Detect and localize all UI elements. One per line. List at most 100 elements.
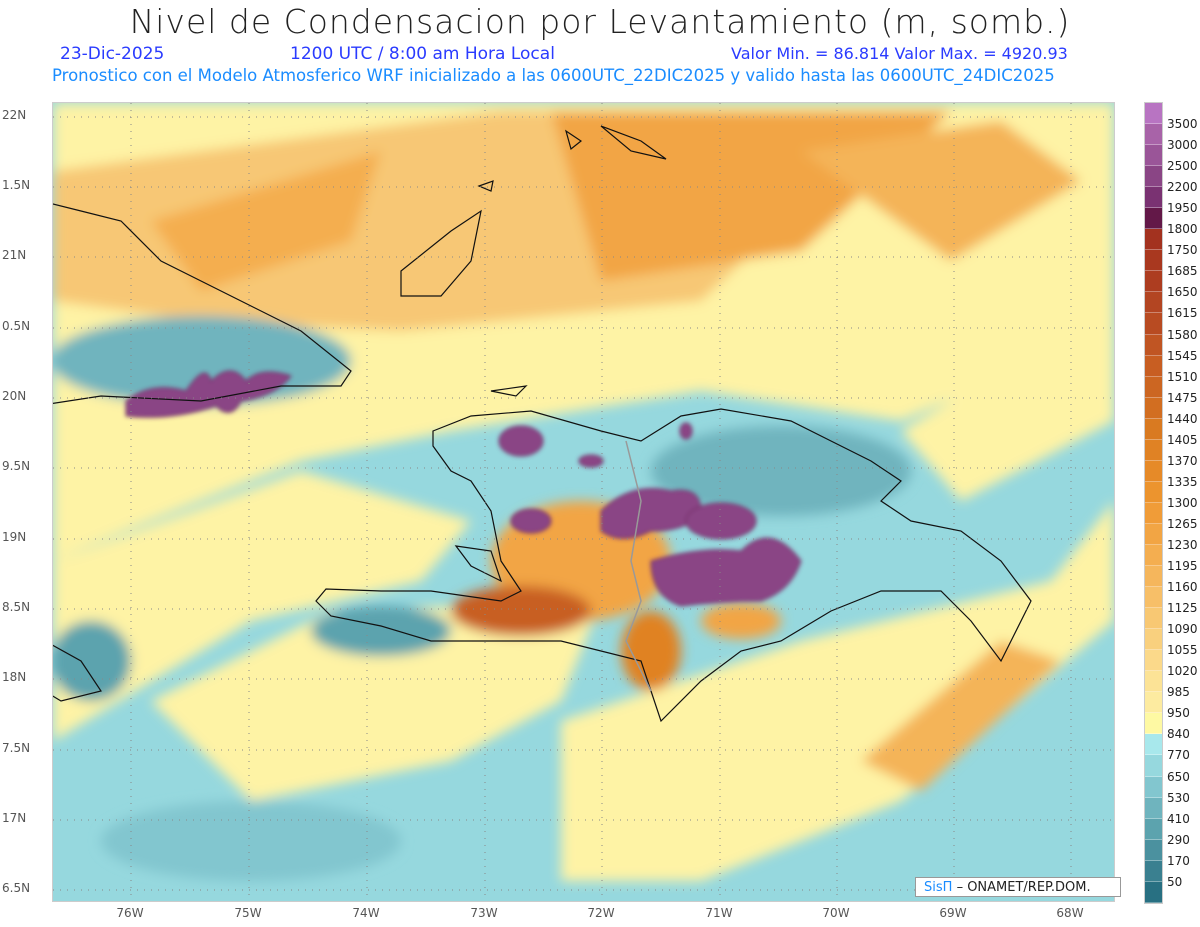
colorbar-bin: 1405 bbox=[1145, 418, 1198, 447]
lon-label: 73W bbox=[470, 906, 498, 920]
lon-label: 70W bbox=[822, 906, 850, 920]
colorbar-bin: 1195 bbox=[1145, 544, 1198, 573]
colorbar-label: 2200 bbox=[1167, 180, 1198, 195]
colorbar-label: 650 bbox=[1167, 769, 1190, 784]
lat-label: 21N bbox=[2, 248, 27, 262]
colorbar-bin: 1090 bbox=[1145, 608, 1198, 636]
colorbar-label: 1440 bbox=[1167, 411, 1198, 426]
colorbar-label: 1750 bbox=[1167, 243, 1198, 258]
colorbar-label: 3500 bbox=[1167, 117, 1198, 132]
colorbar-label: 840 bbox=[1167, 727, 1190, 742]
forecast-date: 23-Dic-2025 bbox=[60, 44, 165, 64]
lon-label: 75W bbox=[234, 906, 262, 920]
colorbar-bin: 1545 bbox=[1145, 334, 1198, 363]
colorbar-bin: 1650 bbox=[1145, 271, 1198, 299]
colorbar-label: 950 bbox=[1167, 706, 1190, 721]
colorbar-bin: 530 bbox=[1145, 776, 1190, 805]
lat-label: 20N bbox=[2, 389, 27, 403]
colorbar-label: 1055 bbox=[1167, 643, 1198, 658]
colorbar-bin: 50 bbox=[1145, 860, 1182, 889]
colorbar-bin: 1950 bbox=[1145, 187, 1198, 215]
colorbar-bin: 1615 bbox=[1145, 292, 1198, 320]
colorbar-label: 1685 bbox=[1167, 264, 1198, 279]
lcl-shading bbox=[53, 103, 1114, 881]
colorbar-label: 410 bbox=[1167, 811, 1190, 826]
colorbar-bin: 1510 bbox=[1145, 355, 1198, 384]
colorbar-bin: 840 bbox=[1145, 713, 1190, 741]
watermark-text: – ONAMET/REP.DOM. bbox=[956, 880, 1091, 895]
colorbar-label: 1090 bbox=[1167, 622, 1198, 637]
lat-label: 22N bbox=[2, 108, 27, 122]
colorbar-label: 1125 bbox=[1167, 601, 1198, 616]
colorbar-label: 985 bbox=[1167, 685, 1190, 700]
colorbar-label: 50 bbox=[1167, 874, 1183, 889]
colorbar-label: 1020 bbox=[1167, 664, 1198, 679]
colorbar-bin: 1475 bbox=[1145, 376, 1198, 405]
forecast-description: Pronostico con el Modelo Atmosferico WRF… bbox=[52, 66, 1055, 85]
colorbar-label: 1615 bbox=[1167, 306, 1198, 321]
sispi-logo: SisΠ bbox=[924, 880, 953, 895]
colorbar-bin: 2200 bbox=[1145, 166, 1198, 194]
lat-label: 17N bbox=[2, 811, 27, 825]
colorbar-label: 1650 bbox=[1167, 285, 1198, 300]
forecast-time: 1200 UTC / 8:00 am Hora Local bbox=[290, 44, 555, 64]
gridlines bbox=[53, 103, 1114, 901]
lon-label: 69W bbox=[939, 906, 967, 920]
lat-label: 19N bbox=[2, 530, 27, 544]
colorbar-bin: 1685 bbox=[1145, 250, 1198, 278]
lon-label: 68W bbox=[1056, 906, 1084, 920]
colorbar-label: 1160 bbox=[1167, 580, 1198, 595]
lon-label: 72W bbox=[587, 906, 615, 920]
colorbar-label: 1510 bbox=[1167, 369, 1198, 384]
colorbar-label: 2500 bbox=[1167, 159, 1198, 174]
colorbar-bin: 1440 bbox=[1145, 397, 1198, 426]
colorbar-bin: 1055 bbox=[1145, 629, 1198, 657]
colorbar-label: 1800 bbox=[1167, 222, 1198, 237]
colorbar-label: 290 bbox=[1167, 832, 1190, 847]
colorbar-bin: 1125 bbox=[1145, 587, 1198, 615]
colorbar-label: 1230 bbox=[1167, 537, 1198, 552]
map-title: Nivel de Condensacion por Levantamiento … bbox=[129, 2, 1071, 41]
colorbar-label: 770 bbox=[1167, 748, 1190, 763]
colorbar-bin: 410 bbox=[1145, 797, 1190, 826]
colorbar-bin: 1230 bbox=[1145, 523, 1198, 552]
colorbar-bin: 1800 bbox=[1145, 208, 1198, 236]
colorbar-label: 1545 bbox=[1167, 348, 1198, 363]
min-max-values: Valor Min. = 86.814 Valor Max. = 4920.93 bbox=[731, 44, 1068, 63]
colorbar-label: 1335 bbox=[1167, 474, 1198, 489]
colorbar-label: 1475 bbox=[1167, 390, 1198, 405]
coastlines bbox=[53, 125, 1032, 723]
colorbar-label: 1195 bbox=[1167, 559, 1198, 574]
colorbar-bin: 3500 bbox=[1145, 103, 1198, 131]
colorbar-bin: 290 bbox=[1145, 818, 1190, 847]
lat-label: 9.5N bbox=[2, 459, 31, 473]
lon-label: 71W bbox=[705, 906, 733, 920]
colorbar-bin: 1300 bbox=[1145, 481, 1198, 510]
colorbar-bin: 3000 bbox=[1145, 124, 1198, 152]
colorbar-bin: 1020 bbox=[1145, 650, 1198, 678]
colorbar-bin: 170 bbox=[1145, 839, 1190, 868]
colorbar-bin: 1265 bbox=[1145, 502, 1198, 531]
colorbar-label: 3000 bbox=[1167, 138, 1198, 153]
colorbar-bin: 770 bbox=[1145, 734, 1190, 762]
colorbar-label: 170 bbox=[1167, 853, 1190, 868]
lat-label: 18N bbox=[2, 670, 27, 684]
lon-label: 74W bbox=[352, 906, 380, 920]
lon-label: 76W bbox=[116, 906, 144, 920]
border-line bbox=[625, 440, 652, 692]
colorbar-label: 1950 bbox=[1167, 201, 1198, 216]
lat-label: 8.5N bbox=[2, 600, 31, 614]
colorbar-label: 1580 bbox=[1167, 327, 1198, 342]
lcl-map bbox=[52, 102, 1115, 902]
colorbar-bin bbox=[1145, 881, 1162, 903]
colorbar-bin: 650 bbox=[1145, 755, 1190, 784]
colorbar-bin: 950 bbox=[1145, 692, 1190, 720]
colorbar-bin: 1335 bbox=[1145, 460, 1198, 489]
colorbar-bin: 1370 bbox=[1145, 439, 1198, 468]
colorbar-label: 1370 bbox=[1167, 453, 1198, 468]
high-lcl-areas bbox=[125, 370, 802, 607]
colorbar-label: 1405 bbox=[1167, 432, 1198, 447]
colorbar-label: 1300 bbox=[1167, 495, 1198, 510]
colorbar: 3500 3000 2500 2200 1950 1800 1750 1685 1650 1615… bbox=[1144, 102, 1198, 904]
